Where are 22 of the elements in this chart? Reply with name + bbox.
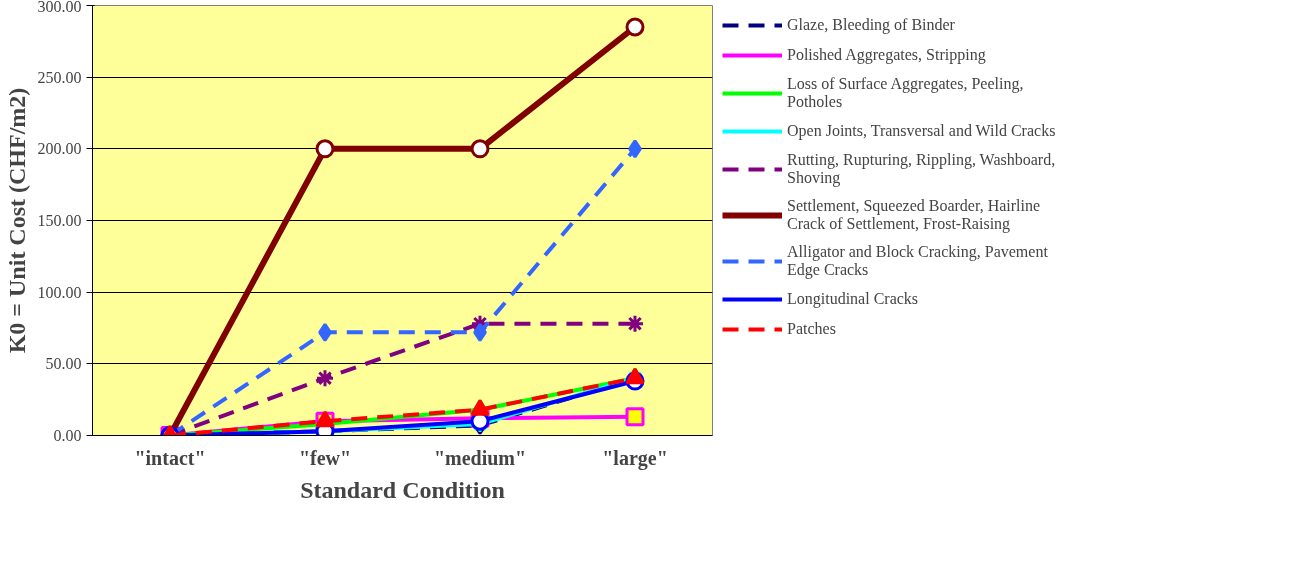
legend-label: Loss of Surface Aggregates, Peeling, Potholes xyxy=(787,75,1024,111)
y-axis-title: K0 = Unit Cost (CHF/m2) xyxy=(3,87,30,354)
x-tick-label: "medium" xyxy=(433,446,527,469)
x-tick-label: "few" xyxy=(298,446,352,469)
y-tick-label: 150.00 xyxy=(37,212,82,229)
y-tick-label: 0.00 xyxy=(53,427,82,444)
x-tick-label: "intact" xyxy=(134,446,206,469)
x-axis-title: Standard Condition xyxy=(300,476,505,503)
legend-label: Open Joints, Transversal and Wild Cracks xyxy=(787,122,1056,140)
y-tick-label: 100.00 xyxy=(37,283,82,301)
legend-label: Polished Aggregates, Stripping xyxy=(787,46,986,64)
legend-label: Patches xyxy=(787,320,836,338)
x-tick-label: "large" xyxy=(602,446,668,470)
legend-label: Settlement, Squeezed Boarder, Hairline Crack of Settlement, Frost-Raising xyxy=(787,197,1041,233)
y-tick-label: 200.00 xyxy=(37,140,82,158)
legend-label: Glaze, Bleeding of Binder xyxy=(787,16,955,34)
legend-label: Longitudinal Cracks xyxy=(787,290,919,308)
legend-label: Alligator and Block Cracking, Pavement Edge Cracks xyxy=(787,243,1048,279)
legend-label: Rutting, Rupturing, Rippling, Washboard, Shoving xyxy=(787,151,1056,187)
y-tick-label: 250.00 xyxy=(37,68,82,86)
y-tick-label: 50.00 xyxy=(45,355,82,373)
y-tick-label: 300.00 xyxy=(37,0,82,15)
